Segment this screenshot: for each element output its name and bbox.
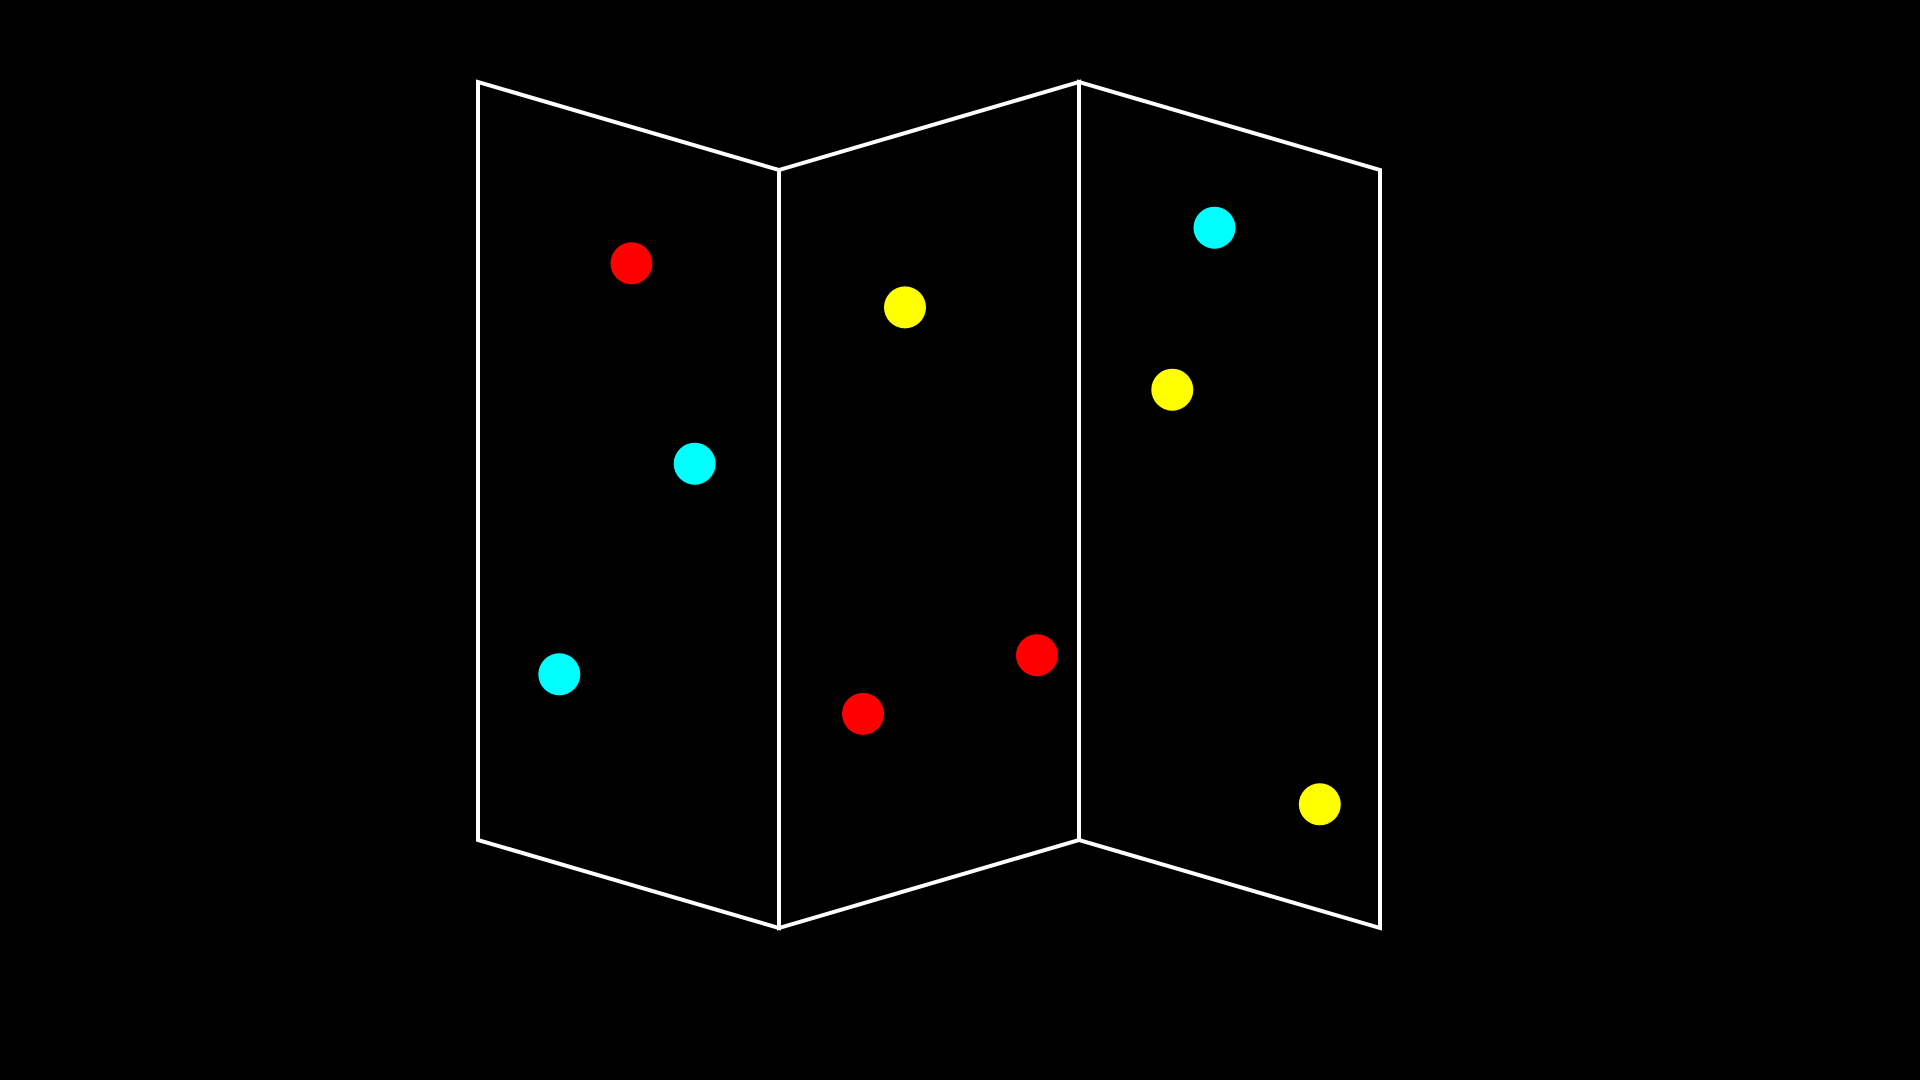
map-marker-red-middle-2 bbox=[1016, 634, 1058, 677]
map-markers bbox=[538, 206, 1341, 826]
map-panel-middle bbox=[777, 79, 1081, 931]
map-marker-red-middle-3 bbox=[842, 692, 884, 735]
map-marker-cyan-right-1 bbox=[1193, 206, 1236, 249]
map-panels bbox=[476, 79, 1382, 931]
map-marker-yellow-right-3 bbox=[1298, 783, 1341, 826]
map-panel-right bbox=[1077, 79, 1382, 931]
map-marker-yellow-middle-1 bbox=[884, 286, 926, 329]
map-marker-cyan-left-3 bbox=[538, 653, 581, 696]
map-panel-left bbox=[476, 79, 781, 931]
map-marker-yellow-right-2 bbox=[1151, 368, 1194, 411]
map-marker-cyan-left-2 bbox=[673, 442, 716, 485]
map-marker-red-left-1 bbox=[610, 242, 653, 285]
